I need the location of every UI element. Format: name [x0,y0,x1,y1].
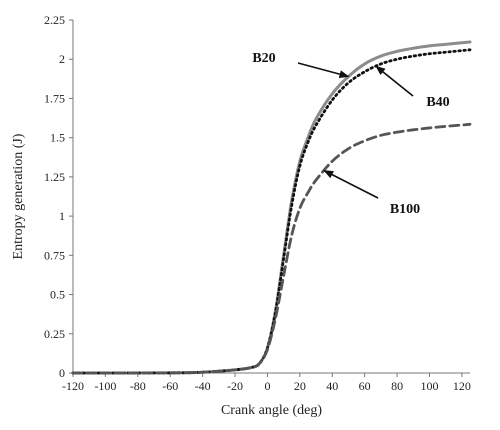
annotations: B20 B40 B100 [252,51,449,217]
annotation-arrow-b100 [323,169,379,199]
x-tick-label: 0 [264,379,270,393]
x-tick-label: 20 [294,379,306,393]
x-axis-label: Crank angle (deg) [221,403,322,418]
x-tick-label: 40 [326,379,338,393]
y-tick-label: 0 [59,366,65,380]
annotation-arrow-b40 [375,65,414,97]
x-tick-label: -100 [94,379,116,393]
y-tick-label: 1 [59,209,65,223]
y-tick-label: 1.25 [44,170,65,184]
x-tick-label: 100 [420,379,438,393]
x-tick-label: -40 [195,379,211,393]
y-tick-label: 0.75 [44,248,65,262]
series-line-b100 [71,122,472,375]
y-axis-label: Entropy generation (J) [11,133,26,259]
y-tick-label: 0.25 [44,327,65,341]
series-line-b40 [71,48,472,375]
annotation-label-b100: B100 [390,202,420,217]
axes: -120 -100 -80 -60 -40 -20 0 20 40 60 80 100 120 0 0.25… [44,13,471,393]
y-tick-label: 2 [59,52,65,66]
series-lines [71,40,472,375]
x-tick-label: -120 [62,379,84,393]
y-tick-label: 1.5 [50,131,65,145]
x-tick-label: -80 [130,379,146,393]
x-tick-label: -20 [227,379,243,393]
y-tick-label: 1.75 [44,91,65,105]
x-tick-label: 60 [359,379,371,393]
annotation-label-b20: B20 [252,51,275,66]
x-tick-label: 80 [391,379,403,393]
annotation-arrow-b20 [297,62,350,79]
x-tick-label: 120 [453,379,471,393]
y-tick-label: 0.5 [50,288,65,302]
y-tick-label: 2.25 [44,13,65,27]
annotation-label-b40: B40 [426,95,449,110]
x-tick-label: -60 [162,379,178,393]
